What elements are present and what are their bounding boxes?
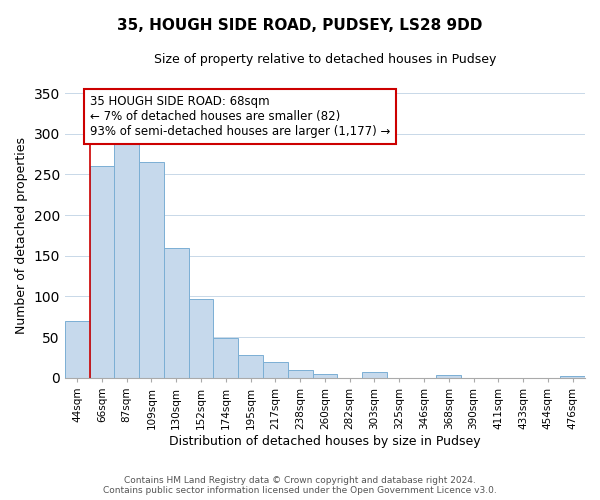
Y-axis label: Number of detached properties: Number of detached properties xyxy=(15,137,28,334)
X-axis label: Distribution of detached houses by size in Pudsey: Distribution of detached houses by size … xyxy=(169,434,481,448)
Bar xyxy=(263,362,288,378)
Bar xyxy=(214,338,238,378)
Text: 35, HOUGH SIDE ROAD, PUDSEY, LS28 9DD: 35, HOUGH SIDE ROAD, PUDSEY, LS28 9DD xyxy=(118,18,482,32)
Title: Size of property relative to detached houses in Pudsey: Size of property relative to detached ho… xyxy=(154,52,496,66)
Bar xyxy=(238,355,263,378)
Bar xyxy=(313,374,337,378)
Bar xyxy=(89,166,115,378)
Bar xyxy=(65,321,89,378)
Bar xyxy=(115,140,139,378)
Bar xyxy=(288,370,313,378)
Bar xyxy=(164,248,188,378)
Text: 35 HOUGH SIDE ROAD: 68sqm
← 7% of detached houses are smaller (82)
93% of semi-d: 35 HOUGH SIDE ROAD: 68sqm ← 7% of detach… xyxy=(90,94,391,138)
Bar xyxy=(560,376,585,378)
Bar xyxy=(188,299,214,378)
Bar xyxy=(436,376,461,378)
Text: Contains HM Land Registry data © Crown copyright and database right 2024.
Contai: Contains HM Land Registry data © Crown c… xyxy=(103,476,497,495)
Bar xyxy=(139,162,164,378)
Bar xyxy=(362,372,387,378)
